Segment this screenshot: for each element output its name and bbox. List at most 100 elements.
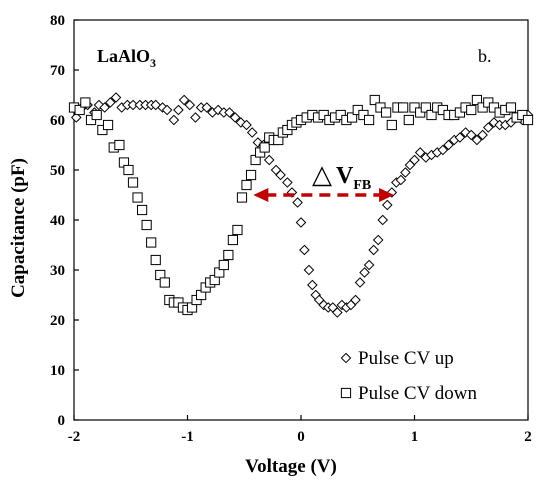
- diamond-point: [252, 137, 264, 148]
- y-tick-label: 60: [50, 113, 65, 129]
- diamond-point: [235, 117, 247, 128]
- diamond-point: [372, 234, 384, 246]
- diamond-point: [471, 134, 483, 146]
- diamond-point: [437, 144, 449, 156]
- diamond-point: [173, 104, 184, 116]
- diamond-point: [381, 199, 393, 211]
- diamond-point: [465, 129, 477, 141]
- square-point: [420, 102, 431, 113]
- square-point: [223, 249, 234, 261]
- diamond-point: [295, 217, 307, 228]
- y-tick-label: 70: [50, 63, 65, 79]
- diamond-point: [263, 154, 275, 166]
- x-tick-label: 1: [411, 429, 419, 445]
- diamond-point: [70, 112, 82, 123]
- diamond-point: [454, 132, 466, 143]
- diamond-point: [168, 114, 180, 126]
- flatband-shift-arrow: [253, 188, 395, 202]
- y-axis-title: Capacitance (pF): [8, 158, 29, 298]
- square-point: [522, 114, 534, 126]
- square-point: [218, 259, 229, 271]
- flatband-shift-label: △ VFB: [312, 160, 371, 193]
- diamond-point: [350, 294, 361, 306]
- diamond-point: [224, 107, 235, 118]
- diamond-point: [368, 244, 379, 256]
- diamond-point: [299, 244, 310, 256]
- square-point: [403, 114, 414, 126]
- square-point: [114, 139, 125, 151]
- series-layer: [68, 92, 534, 318]
- arrow-head-right: [379, 188, 395, 202]
- x-tick-label: -2: [68, 429, 81, 445]
- diamond-point: [246, 127, 258, 138]
- y-tick-label: 40: [50, 213, 65, 229]
- diamond-point: [184, 99, 196, 111]
- diamond-point: [477, 129, 488, 141]
- legend-label: Pulse CV up: [358, 348, 454, 369]
- diamond-point: [190, 112, 201, 123]
- diamond-point: [409, 154, 420, 166]
- diamond-point: [292, 197, 303, 208]
- legend-label: Pulse CV down: [358, 383, 477, 404]
- diamond-point: [395, 174, 407, 186]
- square-point: [398, 102, 409, 113]
- diamond-point: [282, 177, 293, 188]
- square-point: [236, 192, 248, 203]
- y-tick-label: 50: [50, 163, 65, 179]
- series-square: [68, 94, 534, 316]
- diamond-point: [482, 122, 494, 133]
- legend-square-marker: [340, 387, 352, 399]
- square-point: [132, 192, 143, 203]
- diamond-point: [178, 94, 190, 106]
- diamond-point: [377, 214, 389, 226]
- diamond-point: [363, 259, 375, 271]
- diamond-point: [93, 99, 105, 111]
- diamond-point: [229, 112, 241, 123]
- square-point: [259, 142, 270, 153]
- diamond-point: [105, 97, 116, 108]
- square-point: [150, 254, 161, 266]
- panel-label: b.: [478, 46, 492, 66]
- legend: Pulse CV up Pulse CV down: [340, 348, 477, 404]
- diamond-point: [110, 92, 122, 103]
- square-point: [123, 164, 134, 176]
- square-point: [241, 179, 252, 191]
- legend-diamond-marker: [340, 352, 352, 364]
- square-point: [369, 94, 380, 106]
- delta-symbol: △: [312, 160, 332, 189]
- diamond-point: [303, 264, 315, 276]
- square-point: [505, 102, 517, 113]
- arrow-head-left: [253, 188, 269, 202]
- y-tick-label: 20: [50, 313, 65, 329]
- diamond-point: [354, 277, 366, 288]
- square-point: [346, 112, 358, 123]
- y-tick-label: 10: [50, 363, 65, 379]
- square-point: [227, 234, 239, 246]
- diamond-point: [307, 279, 318, 291]
- square-point: [471, 94, 483, 106]
- square-point: [159, 277, 170, 288]
- square-point: [426, 109, 437, 121]
- square-point: [232, 224, 243, 236]
- sample-label-subscript: 3: [150, 56, 156, 70]
- square-point: [381, 107, 392, 118]
- x-axis-title: Voltage (V): [245, 456, 337, 477]
- diamond-point: [157, 102, 168, 113]
- x-tick-label: -1: [181, 429, 194, 445]
- square-point: [127, 177, 139, 188]
- diamond-point: [150, 99, 162, 111]
- diamond-point: [201, 102, 213, 113]
- diamond-point: [443, 139, 454, 151]
- x-tick-label: 2: [524, 429, 532, 445]
- annotation-layer: LaAlO3 b. △ VFB: [97, 46, 492, 202]
- square-point: [364, 114, 375, 126]
- y-tick-label: 0: [58, 413, 66, 429]
- diamond-point: [161, 104, 173, 116]
- diamond-point: [359, 267, 370, 278]
- square-point: [141, 219, 152, 231]
- y-tick-label: 80: [50, 13, 65, 29]
- vfb-v: V: [336, 163, 354, 189]
- square-point: [245, 169, 257, 181]
